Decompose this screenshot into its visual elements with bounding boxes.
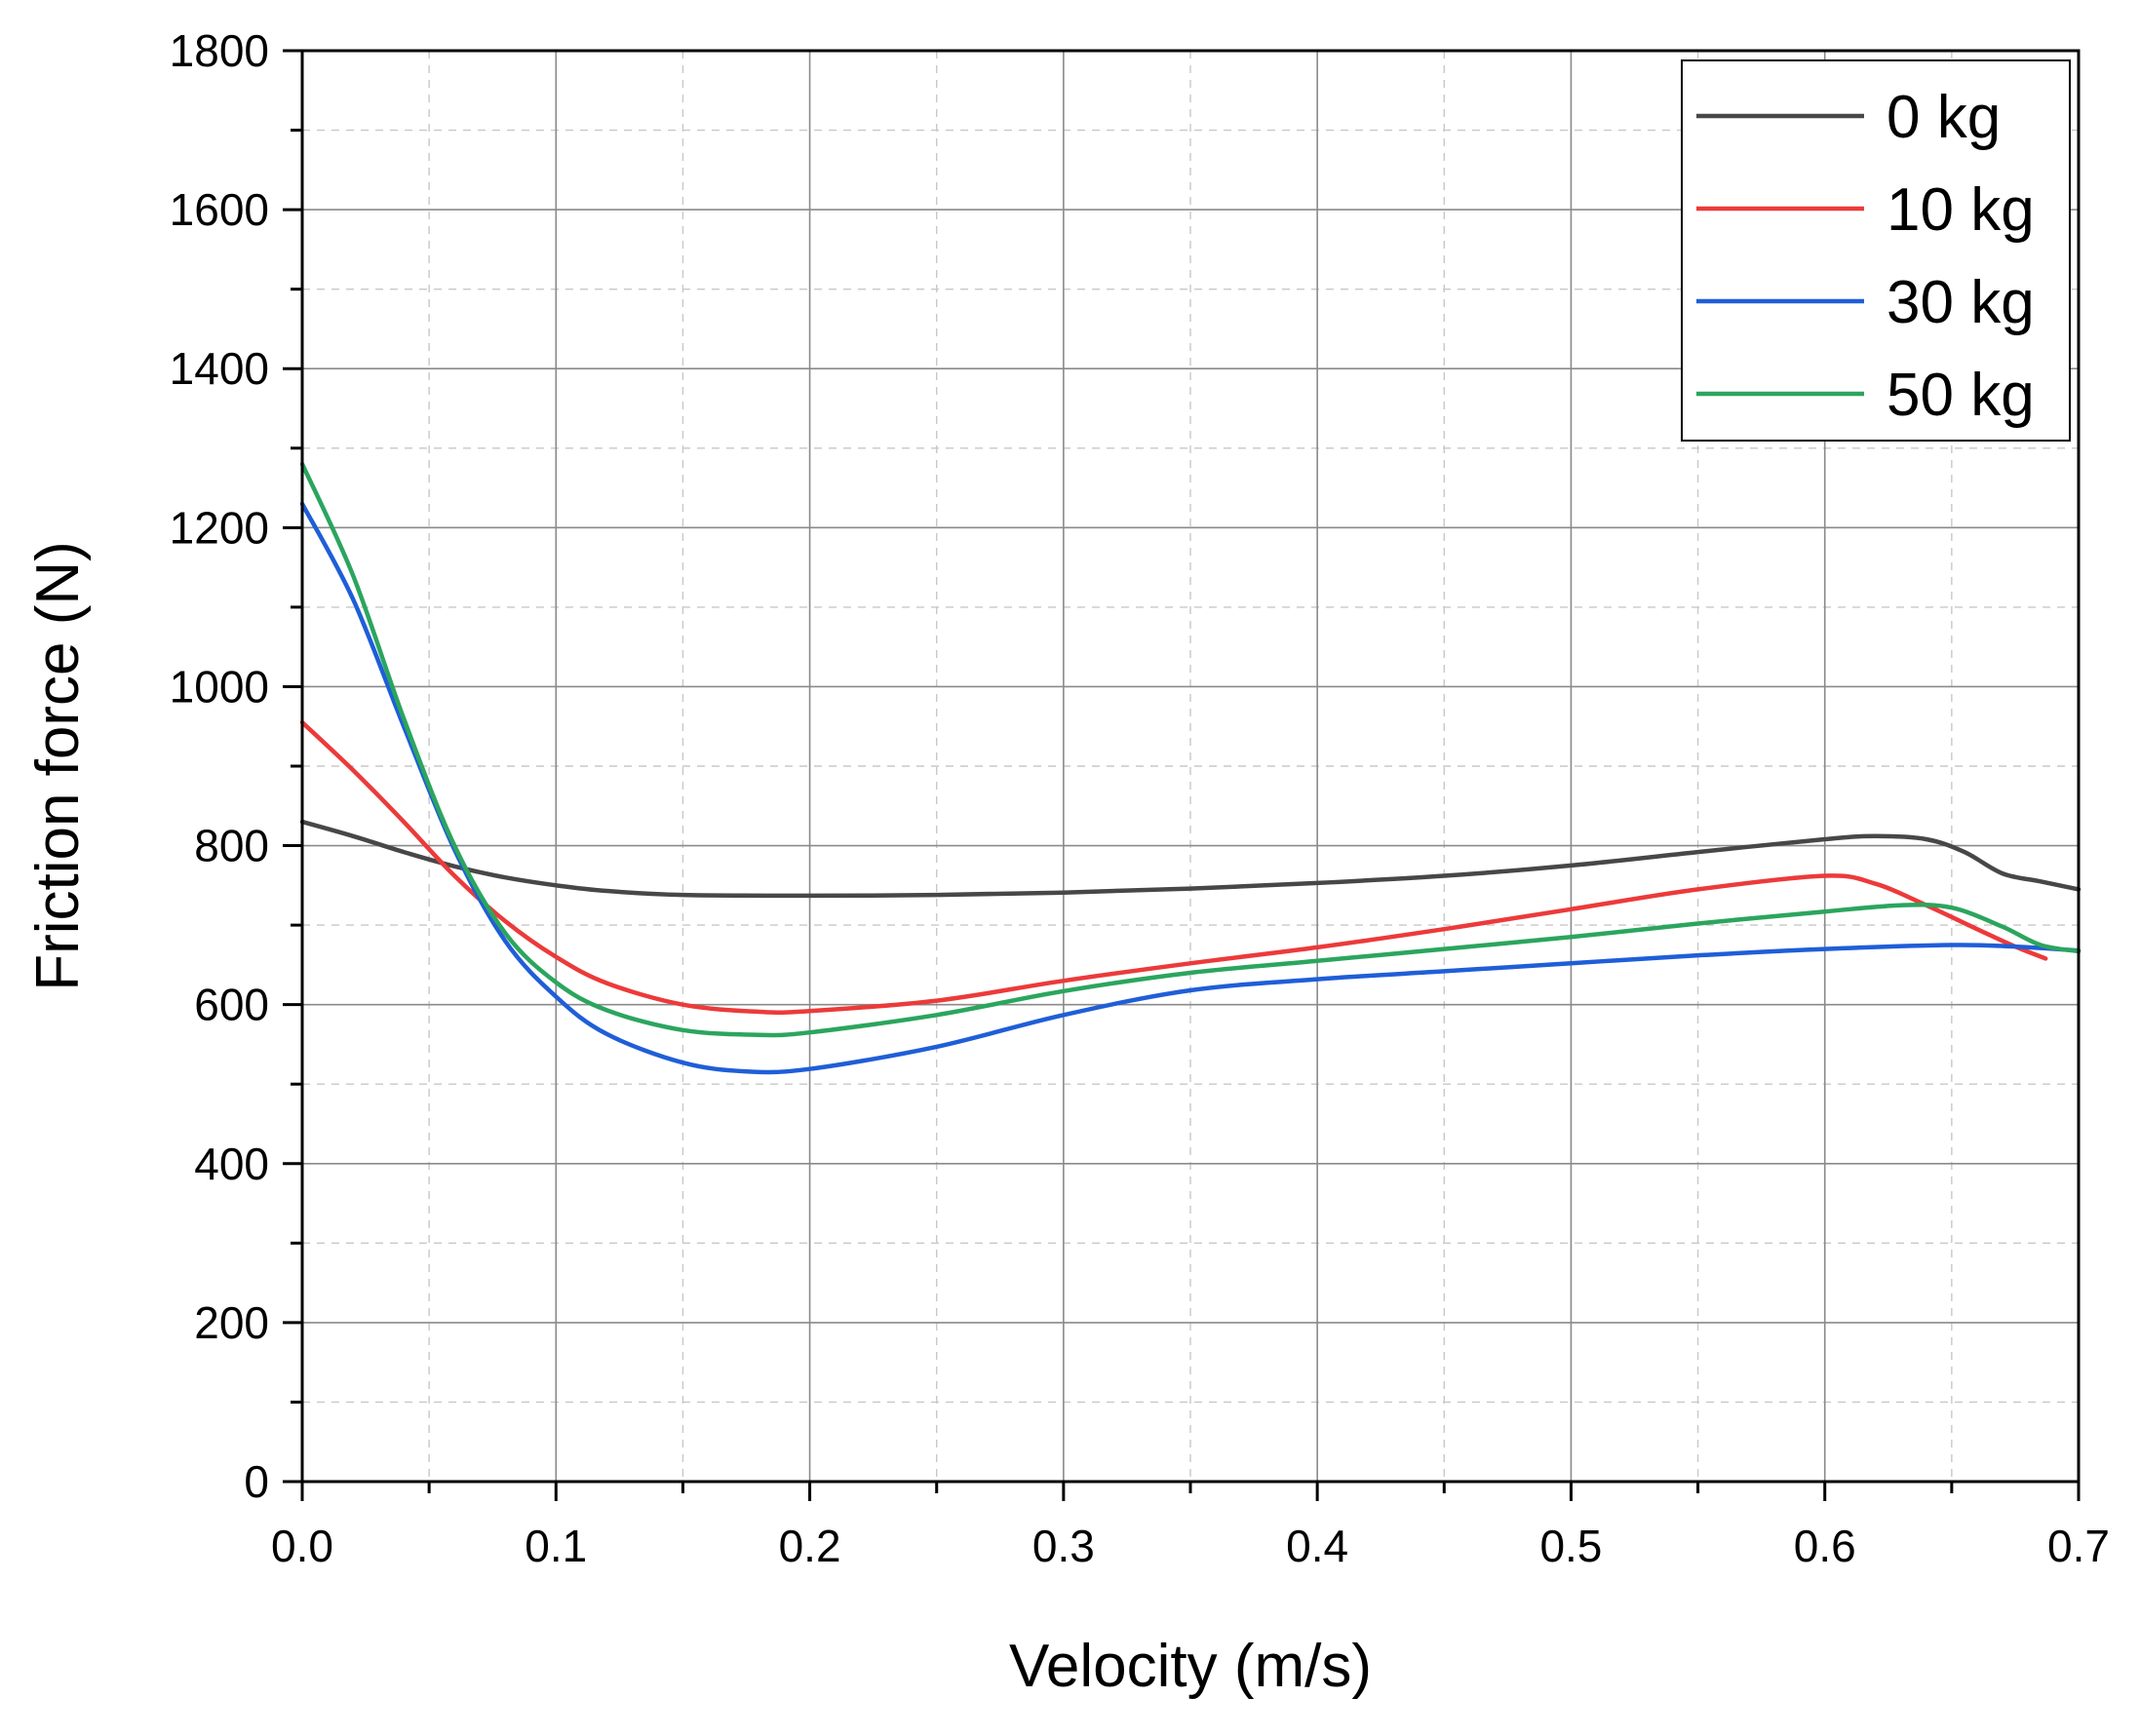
x-tick-label: 0.1	[525, 1521, 587, 1571]
y-tick-label: 1200	[170, 502, 269, 553]
x-tick-label: 0.7	[2047, 1521, 2110, 1571]
legend-box	[1681, 59, 2071, 442]
series-line-10-kg	[299, 719, 2048, 1015]
legend-label-30-kg: 30 kg	[1887, 269, 2035, 336]
legend: 0 kg 10 kg 30 kg 50 kg	[1681, 59, 2071, 442]
y-axis-title: Friction force (N)	[24, 541, 92, 991]
y-tick-label: 400	[194, 1138, 269, 1189]
x-axis-title: Velocity (m/s)	[1009, 1633, 1372, 1700]
legend-label-0-kg: 0 kg	[1887, 84, 2001, 151]
y-tick-label: 800	[194, 821, 269, 871]
y-tick-label: 200	[194, 1297, 269, 1348]
y-tick-label: 1000	[170, 661, 269, 712]
x-tick-labels: 0.0 0.1 0.2 0.3 0.4 0.5 0.6 0.7	[271, 1521, 2110, 1571]
x-tick-label: 0.2	[779, 1521, 841, 1571]
y-tick-labels: 0 200 400 600 800 1000 1200 1400 1600 1800	[170, 25, 269, 1507]
legend-label-50-kg: 50 kg	[1887, 362, 2035, 429]
y-tick-label: 600	[194, 980, 269, 1030]
x-tick-label: 0.3	[1032, 1521, 1095, 1571]
y-tick-label: 1800	[170, 25, 269, 76]
y-tick-label: 1600	[170, 184, 269, 235]
legend-label-10-kg: 10 kg	[1887, 176, 2035, 244]
x-tick-label: 0.6	[1794, 1521, 1856, 1571]
x-tick-label: 0.4	[1286, 1521, 1348, 1571]
y-tick-label: 0	[244, 1456, 269, 1507]
series-line-0-kg	[299, 819, 2082, 899]
x-tick-label: 0.5	[1539, 1521, 1602, 1571]
x-tick-label: 0.0	[271, 1521, 333, 1571]
y-tick-label: 1400	[170, 343, 269, 394]
series-line-50-kg	[299, 461, 2082, 1038]
series-layer	[299, 461, 2082, 1075]
axis-ticks	[283, 49, 2081, 1501]
